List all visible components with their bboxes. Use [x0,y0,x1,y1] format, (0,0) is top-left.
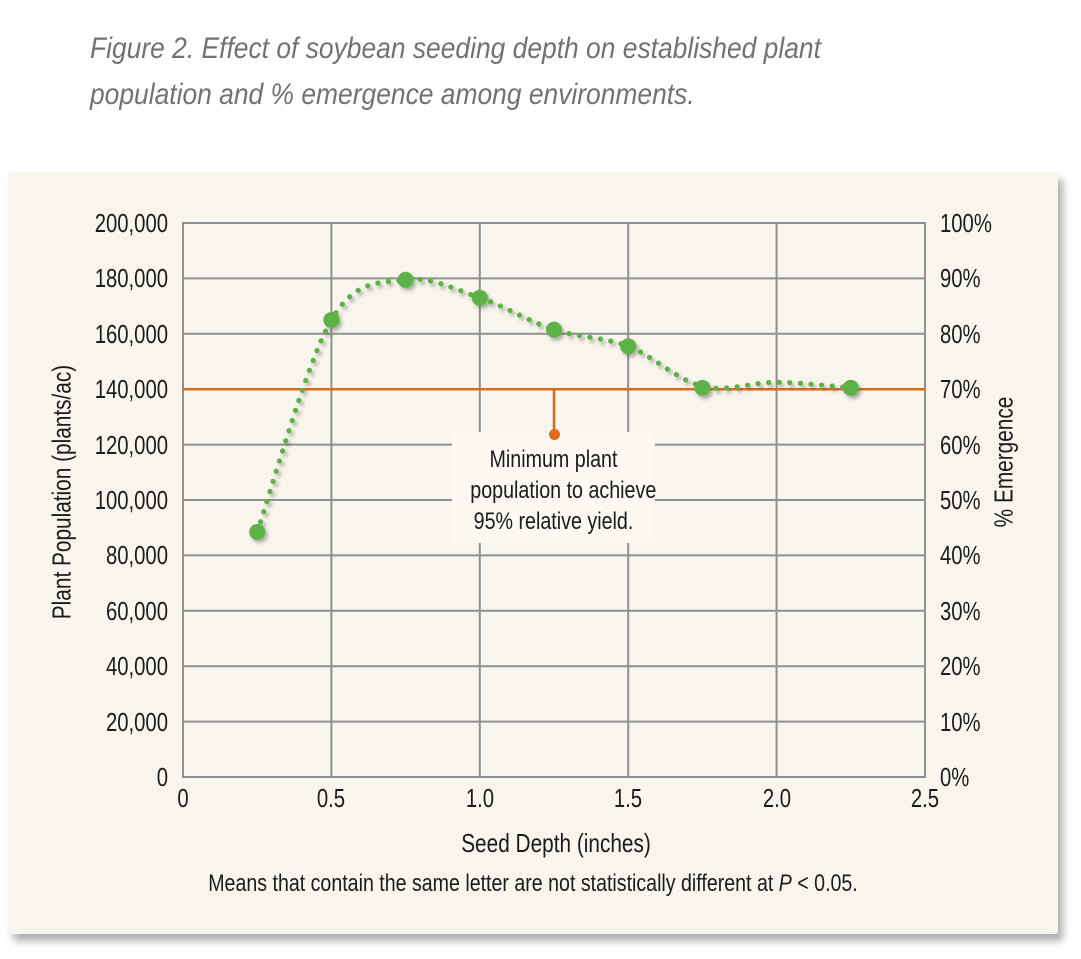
tick-label: 20% [940,651,981,682]
tick-label: 100,000 [94,485,168,515]
tick-label: 0 [156,762,168,792]
tick-label: 40,000 [105,651,168,682]
callout-anchor-dot [548,429,560,441]
tick-label: 10% [940,706,981,737]
tick-label: 2.5 [910,783,940,813]
chart-panel: 0 20,000 40,000 60,000 80,000 100,000 120,000 1… [8,172,1058,934]
tick-label: 100% [940,208,992,238]
tick-label: 70% [940,374,981,405]
tick-label: 30% [940,595,981,626]
tick-label: 160,000 [94,318,168,349]
data-point [471,289,488,306]
data-point [694,379,711,396]
callout-line2: population to achieve [470,477,657,504]
data-point [323,311,340,328]
tick-label: 0% [940,762,970,792]
figure-title-line2: population and % emergence among environ… [90,78,695,111]
callout-line3: 95% relative yield. [473,508,634,535]
tick-label: 200,000 [94,208,168,238]
tick-label: 2.0 [762,783,791,813]
tick-label: 120,000 [94,429,168,460]
tick-label: 0.5 [317,783,346,813]
data-point [620,338,637,355]
data-point [249,523,266,540]
footnote-suffix: < 0.05. [791,870,858,897]
figure-title: Figure 2. Effect of soybean seeding dept… [90,26,1010,118]
tick-label: 1.5 [614,783,643,813]
data-point [397,271,414,288]
reference-callout-box: Minimum plant population to achieve 95% … [452,432,657,543]
tick-label: 80,000 [105,540,168,571]
tick-label: 90% [940,263,981,294]
tick-label: 1.0 [465,783,494,813]
tick-label: 60,000 [105,595,168,626]
y-axis-right-title: % Emergence [988,396,1019,528]
tick-label: 60% [940,429,981,460]
figure-title-line1: Figure 2. Effect of soybean seeding dept… [90,32,821,65]
data-point [546,321,562,338]
x-axis-title: Seed Depth (inches) [461,828,651,858]
tick-label: 80% [940,318,981,349]
footnote-prefix: Means that contain the same letter are n… [208,870,779,897]
footnote: Means that contain the same letter are n… [113,869,953,899]
footnote-p-symbol: P [778,870,792,897]
tick-label: 20,000 [105,706,168,737]
tick-label: 50% [940,485,981,515]
tick-label: 140,000 [94,374,168,405]
tick-label: 180,000 [94,263,168,294]
data-point [842,379,859,396]
callout-line1: Minimum plant [489,446,618,473]
tick-label: 0 [177,783,189,813]
y-axis-left-title: Plant Population (plants/ac) [46,364,77,620]
tick-label: 40% [940,540,981,571]
